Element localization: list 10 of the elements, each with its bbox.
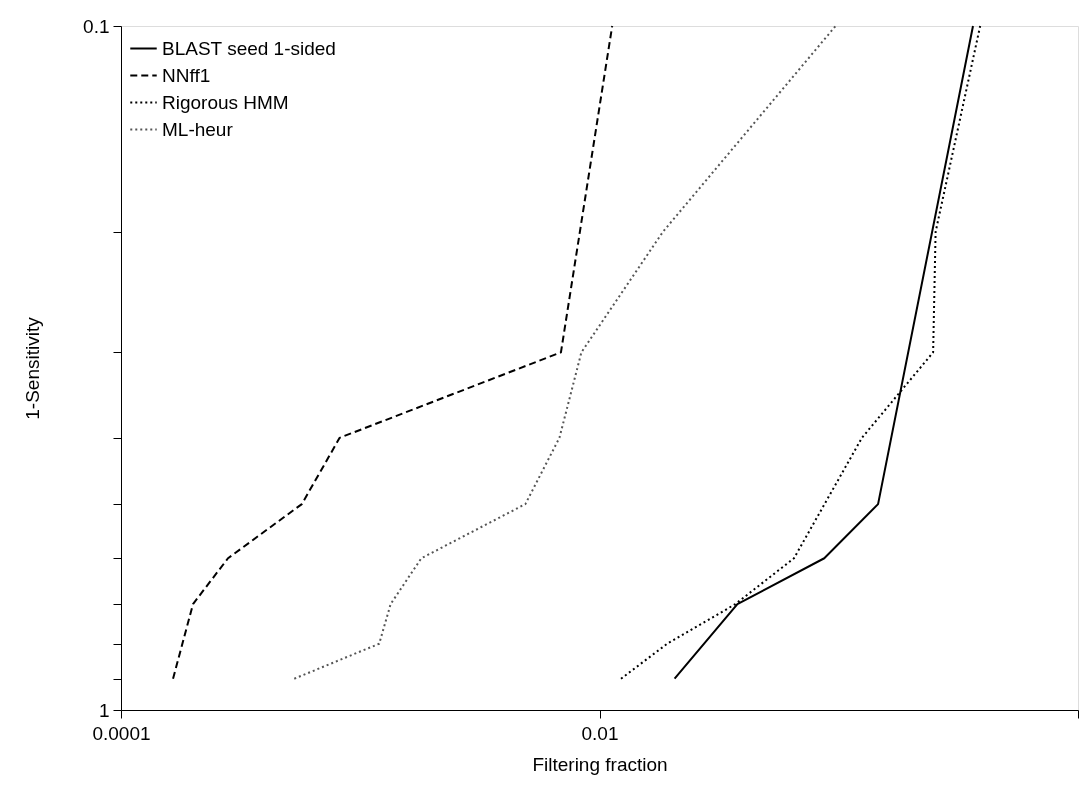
legend-label: BLAST seed 1-sided: [162, 37, 336, 59]
x-tick-label: 0.01: [581, 722, 619, 744]
y-tick-label: 1: [98, 699, 110, 721]
legend-label: NNff1: [162, 64, 211, 86]
legend-label: ML-heur: [162, 118, 234, 140]
x-tick-label: 0.0001: [92, 722, 151, 744]
y-axis-title: 1-Sensitivity: [22, 316, 44, 420]
y-tick-label: 0.1: [83, 15, 110, 37]
legend-label: Rigorous HMM: [162, 91, 289, 113]
x-axis-title: Filtering fraction: [532, 753, 668, 775]
